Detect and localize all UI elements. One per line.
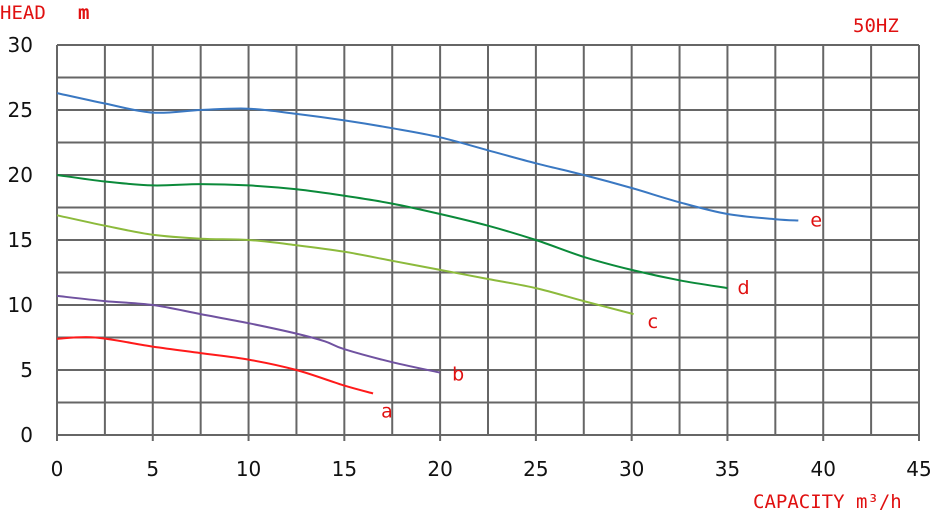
x-tick-label: 30 <box>619 457 644 481</box>
y-tick-label: 0 <box>20 423 33 447</box>
x-tick-label: 35 <box>715 457 740 481</box>
x-tick-label: 0 <box>51 457 64 481</box>
y-tick-label: 25 <box>8 98 33 122</box>
x-tick-label: 10 <box>236 457 261 481</box>
y-tick-label: 15 <box>8 228 33 252</box>
x-tick-label: 40 <box>810 457 835 481</box>
frequency-annotation: 50HZ <box>853 15 899 37</box>
y-axis-label: HEAD <box>0 2 46 24</box>
curve-label-c: c <box>648 311 658 333</box>
y-axis-unit: m <box>78 2 89 24</box>
curve-label-b: b <box>452 364 464 386</box>
grid <box>56 44 920 441</box>
curve-b <box>56 294 441 374</box>
curve-e <box>56 92 799 222</box>
x-tick-label: 5 <box>146 457 159 481</box>
x-tick-label: 20 <box>427 457 452 481</box>
curve-d <box>56 174 728 290</box>
y-tick-label: 5 <box>20 358 33 382</box>
y-tick-label: 20 <box>8 163 33 187</box>
x-ticks: 0 5 10 15 20 25 30 35 40 45 <box>51 457 930 481</box>
curves: a b c d e <box>56 92 822 422</box>
y-ticks: 0 5 10 15 20 25 30 <box>8 33 33 447</box>
x-tick-label: 15 <box>332 457 357 481</box>
x-tick-label: 45 <box>906 457 930 481</box>
y-tick-label: 10 <box>8 293 33 317</box>
curve-a <box>56 336 374 395</box>
curve-label-e: e <box>810 210 822 232</box>
y-tick-label: 30 <box>8 33 33 57</box>
curve-label-d: d <box>737 277 749 299</box>
x-tick-label: 25 <box>523 457 548 481</box>
curve-c <box>56 214 634 316</box>
curve-label-a: a <box>381 400 393 422</box>
x-axis-label: CAPACITY m³/h <box>753 491 902 512</box>
